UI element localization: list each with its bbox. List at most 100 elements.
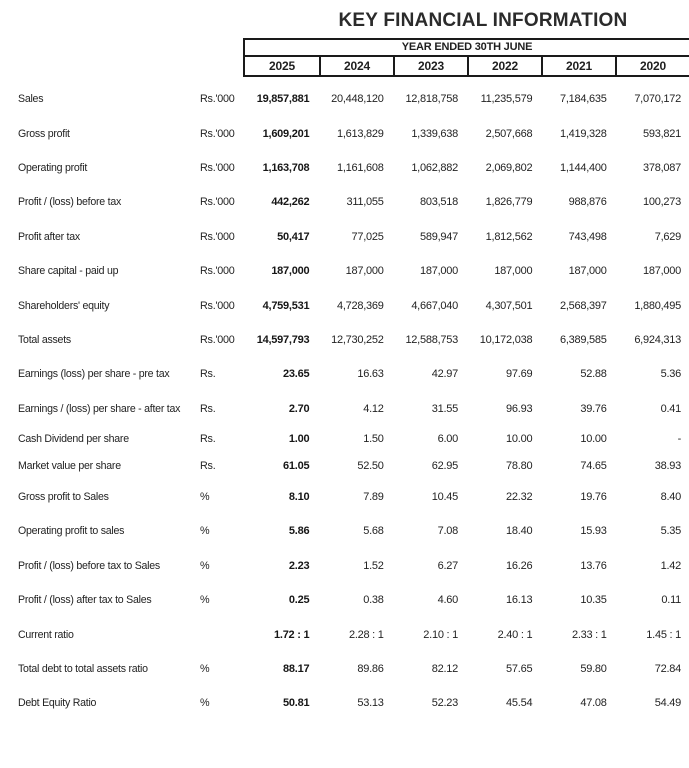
row-value-2025: 50,417 xyxy=(277,230,310,243)
row-value-2023: 589,947 xyxy=(419,230,458,243)
year-column-header: 2020 xyxy=(615,57,689,75)
table-row: Profit / (loss) before tax to Sales% 2.23… xyxy=(0,549,689,583)
row-value-2020: 1.42 xyxy=(660,559,682,572)
row-label: Profit / (loss) after tax to Sales xyxy=(18,594,152,607)
row-value-2022: 16.13 xyxy=(506,594,533,607)
row-value-2022: 1,826,779 xyxy=(485,196,533,209)
row-value-2024: 53.13 xyxy=(357,697,384,710)
row-value-2024: 1,613,829 xyxy=(336,127,384,140)
row-value-2020: 593,821 xyxy=(642,127,681,140)
row-value-2024: 4,728,369 xyxy=(336,299,384,312)
row-unit: % xyxy=(200,559,210,572)
row-label: Earnings / (loss) per share - after tax xyxy=(18,402,181,415)
row-value-2024: 89.86 xyxy=(357,663,384,676)
row-value-2023: 1,062,882 xyxy=(411,161,458,174)
row-unit: Rs.'000 xyxy=(200,93,235,106)
row-value-2024: 187,000 xyxy=(345,265,384,278)
row-value-2024: 12,730,252 xyxy=(331,333,384,346)
row-value-2021: 10.00 xyxy=(580,433,607,446)
table-row: Debt Equity Ratio% 50.81 53.13 52.23 45.54 47… xyxy=(0,686,689,720)
row-value-2025: 1,163,708 xyxy=(262,161,310,174)
row-value-2025: 5.86 xyxy=(288,525,310,538)
row-value-2025: 23.65 xyxy=(283,368,310,381)
row-unit: Rs.'000 xyxy=(200,127,235,140)
table-row: Shareholders' equity Rs.'000 4,759,531 4,72… xyxy=(0,288,689,322)
row-value-2022: 18.40 xyxy=(506,525,533,538)
row-value-2025: 50.81 xyxy=(283,697,310,710)
row-unit: Rs. xyxy=(200,433,216,446)
table-row: Cash Dividend per share Rs. 1.00 1.50 6.00 10… xyxy=(0,426,689,453)
row-label: Shareholders' equity xyxy=(18,299,110,312)
row-value-2021: 59.80 xyxy=(580,663,607,676)
row-value-2024: 7.89 xyxy=(363,491,384,504)
row-unit: % xyxy=(200,594,210,607)
row-unit: Rs.'000 xyxy=(200,299,235,312)
row-unit: Rs.'000 xyxy=(200,196,235,209)
row-value-2021: 19.76 xyxy=(580,491,607,504)
row-value-2023: 2.10 : 1 xyxy=(423,628,458,641)
row-unit: Rs. xyxy=(200,460,216,473)
table-row: Profit after tax Rs.'000 50,417 77,025 589,9… xyxy=(0,220,689,254)
row-value-2025: 1.00 xyxy=(288,433,310,446)
row-label: Operating profit to sales xyxy=(18,525,125,538)
row-value-2021: 743,498 xyxy=(568,230,607,243)
row-value-2022: 11,235,579 xyxy=(480,93,533,106)
row-value-2023: 187,000 xyxy=(419,265,458,278)
row-value-2023: 12,588,753 xyxy=(405,333,458,346)
row-value-2022: 57.65 xyxy=(506,663,533,676)
row-value-2022: 97.69 xyxy=(506,368,533,381)
row-value-2022: 96.93 xyxy=(506,402,533,415)
row-value-2025: 0.25 xyxy=(288,594,310,607)
row-value-2025: 19,857,881 xyxy=(256,93,310,106)
row-value-2021: 7,184,635 xyxy=(559,93,607,106)
row-value-2021: 2.33 : 1 xyxy=(571,628,607,641)
row-unit: Rs. xyxy=(200,368,216,381)
row-value-2024: 2.28 : 1 xyxy=(348,628,384,641)
row-value-2021: 6,389,585 xyxy=(559,333,607,346)
row-value-2022: 78.80 xyxy=(506,460,533,473)
table-row: Total assets Rs.'000 14,597,793 12,730,252 1… xyxy=(0,323,689,357)
row-value-2025: 4,759,531 xyxy=(262,299,310,312)
row-unit: % xyxy=(200,491,210,504)
row-label: Earnings (loss) per share - pre tax xyxy=(18,368,170,381)
row-value-2021: 187,000 xyxy=(568,265,607,278)
row-value-2023: 62.95 xyxy=(431,460,459,473)
row-value-2025: 1.72 : 1 xyxy=(274,628,310,641)
row-value-2020: 6,924,313 xyxy=(634,333,681,346)
row-label: Profit / (loss) before tax to Sales xyxy=(18,559,160,572)
row-label: Current ratio xyxy=(18,628,74,641)
row-value-2024: 5.68 xyxy=(363,525,384,538)
row-unit: Rs. xyxy=(200,402,216,415)
table-body: Sales Rs.'000 19,857,881 20,448,120 12,818,7… xyxy=(0,82,689,721)
row-value-2023: 12,818,758 xyxy=(405,93,458,106)
table-row: Profit / (loss) before tax Rs.'000 442,262… xyxy=(0,185,689,219)
table-row: Current ratio 1.72 : 1 2.28 : 1 2.10 : 1 2.4… xyxy=(0,617,689,651)
row-value-2020: 1.45 : 1 xyxy=(646,628,681,641)
year-header-table: YEAR ENDED 30TH JUNE 2025 2024 2023 2022 202… xyxy=(243,38,689,77)
row-unit: % xyxy=(200,525,210,538)
row-value-2020: 38.93 xyxy=(654,460,682,473)
row-value-2021: 13.76 xyxy=(580,559,607,572)
row-label: Profit / (loss) before tax xyxy=(18,196,122,209)
row-value-2020: 54.49 xyxy=(654,697,682,710)
row-value-2024: 20,448,120 xyxy=(331,93,384,106)
row-value-2020: 5.35 xyxy=(660,525,682,538)
row-value-2020: 187,000 xyxy=(642,265,681,278)
row-value-2023: 31.55 xyxy=(431,402,459,415)
table-row: Gross profit Rs.'000 1,609,201 1,613,829 1,3… xyxy=(0,116,689,150)
row-value-2025: 61.05 xyxy=(283,460,310,473)
row-label: Gross profit to Sales xyxy=(18,491,109,504)
row-value-2021: 39.76 xyxy=(580,402,607,415)
row-label: Gross profit xyxy=(18,127,70,140)
table-row: Profit / (loss) after tax to Sales% 0.25 0… xyxy=(0,583,689,617)
table-row: Earnings (loss) per share - pre tax Rs. 23… xyxy=(0,357,689,391)
row-value-2021: 10.35 xyxy=(580,594,607,607)
row-value-2021: 74.65 xyxy=(580,460,607,473)
row-value-2025: 442,262 xyxy=(271,196,310,209)
row-value-2025: 14,597,793 xyxy=(256,333,310,346)
row-value-2025: 187,000 xyxy=(271,265,310,278)
page-title: KEY FINANCIAL INFORMATION xyxy=(338,10,628,31)
row-value-2020: 7,629 xyxy=(654,230,682,243)
row-label: Cash Dividend per share xyxy=(18,433,129,446)
row-value-2020: 378,087 xyxy=(642,161,681,174)
